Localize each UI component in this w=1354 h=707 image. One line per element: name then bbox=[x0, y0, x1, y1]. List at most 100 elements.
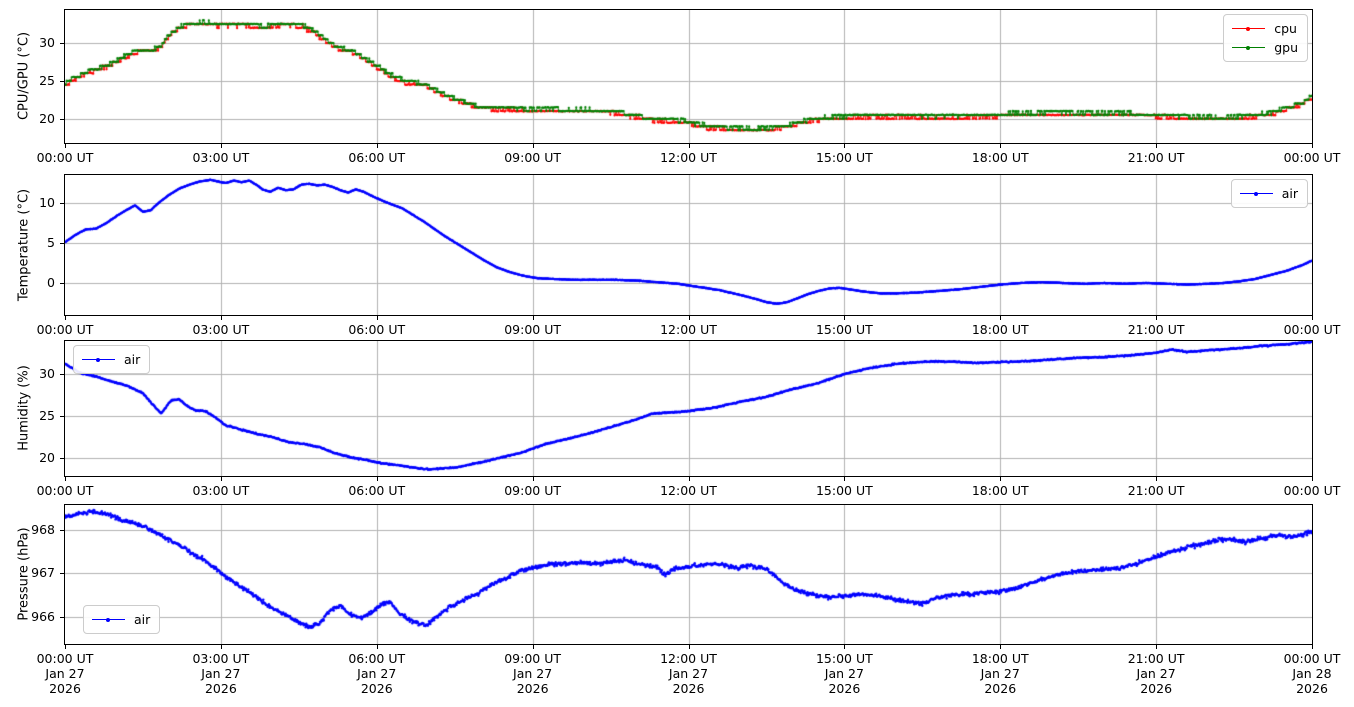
plot-canvas-air-temperature bbox=[65, 175, 1312, 315]
x-tick-mark-pressure bbox=[533, 645, 534, 649]
y-tick-label-air-temperature: 10 bbox=[39, 195, 55, 210]
x-tick-label-cpu-gpu-temperature: 06:00 UT bbox=[348, 150, 406, 165]
x-tick-mark-cpu-gpu-temperature bbox=[1156, 144, 1157, 148]
x-tick-label-humidity: 06:00 UT bbox=[348, 483, 406, 498]
y-tick-mark-pressure bbox=[60, 530, 64, 531]
x-tick-label-cpu-gpu-temperature: 00:00 UT bbox=[1283, 150, 1341, 165]
x-tick-mark-pressure bbox=[689, 645, 690, 649]
legend-pressure: air bbox=[83, 605, 161, 634]
x-tick-mark-cpu-gpu-temperature bbox=[1000, 144, 1001, 148]
x-date-label-line: 2026 bbox=[1296, 681, 1328, 696]
y-tick-mark-humidity bbox=[60, 458, 64, 459]
x-tick-mark-air-temperature bbox=[1000, 316, 1001, 320]
x-date-label-line: 2026 bbox=[360, 681, 393, 696]
x-tick-label-air-temperature: 12:00 UT bbox=[660, 322, 717, 337]
x-tick-label-air-temperature: 00:00 UT bbox=[36, 322, 94, 337]
x-date-label-line: 00:00 UT bbox=[36, 651, 94, 666]
y-tick-mark-pressure bbox=[60, 573, 64, 574]
x-tick-label-cpu-gpu-temperature: 09:00 UT bbox=[504, 150, 562, 165]
legend-cpu-gpu-temperature: cpu gpu bbox=[1223, 14, 1308, 62]
x-tick-label-air-temperature: 18:00 UT bbox=[971, 322, 1029, 337]
x-tick-mark-pressure bbox=[1156, 645, 1157, 649]
x-tick-mark-humidity bbox=[689, 477, 690, 481]
y-tick-label-pressure: 966 bbox=[31, 608, 55, 624]
x-tick-label-humidity: 18:00 UT bbox=[971, 483, 1029, 498]
x-tick-label-cpu-gpu-temperature: 12:00 UT bbox=[660, 150, 717, 165]
y-tick-mark-cpu-gpu-temperature bbox=[60, 43, 64, 44]
legend-marker-dot bbox=[106, 617, 110, 622]
legend-label: air bbox=[124, 352, 141, 367]
x-tick-label-humidity: 03:00 UT bbox=[192, 483, 250, 498]
legend-marker-dot bbox=[1246, 45, 1251, 50]
legend-entry-air: air bbox=[82, 350, 140, 369]
x-tick-label-air-temperature: 09:00 UT bbox=[504, 322, 562, 337]
x-tick-mark-cpu-gpu-temperature bbox=[1312, 144, 1313, 148]
panel-cpu-gpu-temperature: cpu gpu bbox=[64, 9, 1313, 144]
x-tick-mark-cpu-gpu-temperature bbox=[689, 144, 690, 148]
legend-label: cpu bbox=[1274, 21, 1297, 36]
legend-label: air bbox=[134, 612, 151, 627]
x-date-label-line: Jan 27 bbox=[1136, 666, 1176, 681]
x-date-label-line: 03:00 UT bbox=[192, 651, 250, 666]
x-tick-label-cpu-gpu-temperature: 15:00 UT bbox=[815, 150, 873, 165]
x-tick-label-humidity: 00:00 UT bbox=[1283, 483, 1341, 498]
x-date-label-line: 2026 bbox=[49, 681, 81, 696]
x-tick-mark-air-temperature bbox=[1156, 316, 1157, 320]
panel-humidity: air bbox=[64, 340, 1313, 477]
x-tick-mark-humidity bbox=[377, 477, 378, 481]
x-date-label-line: Jan 27 bbox=[980, 666, 1020, 681]
x-tick-label-cpu-gpu-temperature: 00:00 UT bbox=[36, 150, 94, 165]
plot-canvas-humidity bbox=[65, 341, 1312, 476]
y-tick-label-air-temperature: 0 bbox=[47, 275, 55, 290]
x-date-label-line: 15:00 UT bbox=[815, 651, 873, 666]
x-tick-mark-humidity bbox=[1156, 477, 1157, 481]
x-date-label-line: Jan 27 bbox=[357, 666, 397, 681]
x-tick-mark-cpu-gpu-temperature bbox=[377, 144, 378, 148]
x-tick-label-pressure: 18:00 UT Jan 27 2026 bbox=[935, 651, 1065, 696]
x-date-label-line: 2026 bbox=[672, 681, 705, 696]
x-tick-label-pressure: 06:00 UT Jan 27 2026 bbox=[312, 651, 442, 696]
legend-marker-dot bbox=[96, 357, 100, 362]
x-tick-mark-pressure bbox=[377, 645, 378, 649]
x-tick-mark-humidity bbox=[844, 477, 845, 481]
x-tick-label-cpu-gpu-temperature: 03:00 UT bbox=[192, 150, 250, 165]
plot-canvas-pressure bbox=[65, 505, 1312, 644]
x-tick-mark-air-temperature bbox=[533, 316, 534, 320]
x-tick-label-pressure: 03:00 UT Jan 27 2026 bbox=[156, 651, 286, 696]
x-tick-label-pressure: 00:00 UT Jan 27 2026 bbox=[0, 651, 130, 696]
y-tick-label-humidity: 30 bbox=[39, 365, 55, 381]
y-tick-mark-cpu-gpu-temperature bbox=[60, 81, 64, 82]
x-tick-label-humidity: 09:00 UT bbox=[504, 483, 562, 498]
x-tick-mark-air-temperature bbox=[377, 316, 378, 320]
y-tick-label-cpu-gpu-temperature: 25 bbox=[39, 72, 55, 88]
x-tick-mark-air-temperature bbox=[65, 316, 66, 320]
x-date-label-line: 2026 bbox=[828, 681, 861, 696]
x-tick-mark-cpu-gpu-temperature bbox=[844, 144, 845, 148]
legend-marker-dot bbox=[1246, 26, 1251, 31]
x-tick-label-pressure: 21:00 UT Jan 27 2026 bbox=[1091, 651, 1221, 696]
x-tick-label-air-temperature: 21:00 UT bbox=[1127, 322, 1185, 337]
legend-line-sample-gpu bbox=[1232, 45, 1266, 50]
x-tick-mark-humidity bbox=[221, 477, 222, 481]
x-tick-mark-air-temperature bbox=[689, 316, 690, 320]
legend-entry-gpu: gpu bbox=[1232, 38, 1298, 57]
x-tick-label-air-temperature: 03:00 UT bbox=[192, 322, 250, 337]
x-tick-mark-pressure bbox=[221, 645, 222, 649]
panel-pressure: air bbox=[64, 504, 1313, 645]
y-tick-label-pressure: 967 bbox=[31, 565, 55, 581]
y-tick-mark-cpu-gpu-temperature bbox=[60, 119, 64, 120]
x-tick-label-pressure: 12:00 UT Jan 27 2026 bbox=[624, 651, 754, 696]
x-tick-label-pressure: 15:00 UT Jan 27 2026 bbox=[779, 651, 909, 696]
y-tick-mark-air-temperature bbox=[60, 203, 64, 204]
y-tick-label-cpu-gpu-temperature: 30 bbox=[39, 34, 55, 50]
x-tick-mark-air-temperature bbox=[1312, 316, 1313, 320]
x-tick-mark-air-temperature bbox=[844, 316, 845, 320]
panel-air-temperature: air bbox=[64, 174, 1313, 316]
x-tick-mark-pressure bbox=[1000, 645, 1001, 649]
x-tick-mark-cpu-gpu-temperature bbox=[221, 144, 222, 148]
x-tick-mark-air-temperature bbox=[221, 316, 222, 320]
x-tick-mark-cpu-gpu-temperature bbox=[533, 144, 534, 148]
x-date-label-line: 2026 bbox=[516, 681, 549, 696]
legend-label: air bbox=[1281, 186, 1298, 201]
